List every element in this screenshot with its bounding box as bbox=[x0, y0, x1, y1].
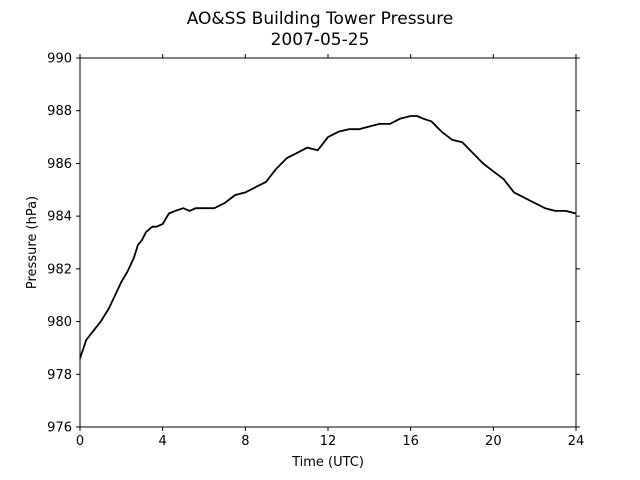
y-tick-label: 976 bbox=[47, 421, 72, 436]
y-tick-label: 978 bbox=[47, 368, 72, 383]
y-tick-label: 982 bbox=[47, 262, 72, 277]
y-tick-label: 990 bbox=[47, 52, 72, 67]
axis-ticks: 0 4 8 12 16 20 24 976 978 980 982 984 986 988 990 bbox=[47, 52, 584, 450]
chart-subtitle: 2007-05-25 bbox=[271, 30, 370, 50]
y-tick-label: 984 bbox=[47, 210, 72, 225]
x-tick-label: 16 bbox=[402, 434, 419, 449]
x-axis-label: Time (UTC) bbox=[291, 455, 364, 470]
plot-area-frame bbox=[79, 57, 577, 428]
pressure-series-line bbox=[79, 115, 577, 359]
y-tick-label: 988 bbox=[47, 104, 72, 119]
chart-title: AO&SS Building Tower Pressure bbox=[187, 9, 454, 29]
series-layer bbox=[79, 115, 577, 359]
y-tick-label: 980 bbox=[47, 315, 72, 330]
y-tick-label: 986 bbox=[47, 157, 72, 172]
y-axis-label: Pressure (hPa) bbox=[25, 196, 40, 289]
x-tick-label: 24 bbox=[568, 434, 585, 449]
x-tick-label: 20 bbox=[485, 434, 502, 449]
x-tick-label: 4 bbox=[159, 434, 167, 449]
x-tick-label: 8 bbox=[241, 434, 249, 449]
x-tick-label: 0 bbox=[76, 434, 84, 449]
x-tick-label: 12 bbox=[320, 434, 337, 449]
